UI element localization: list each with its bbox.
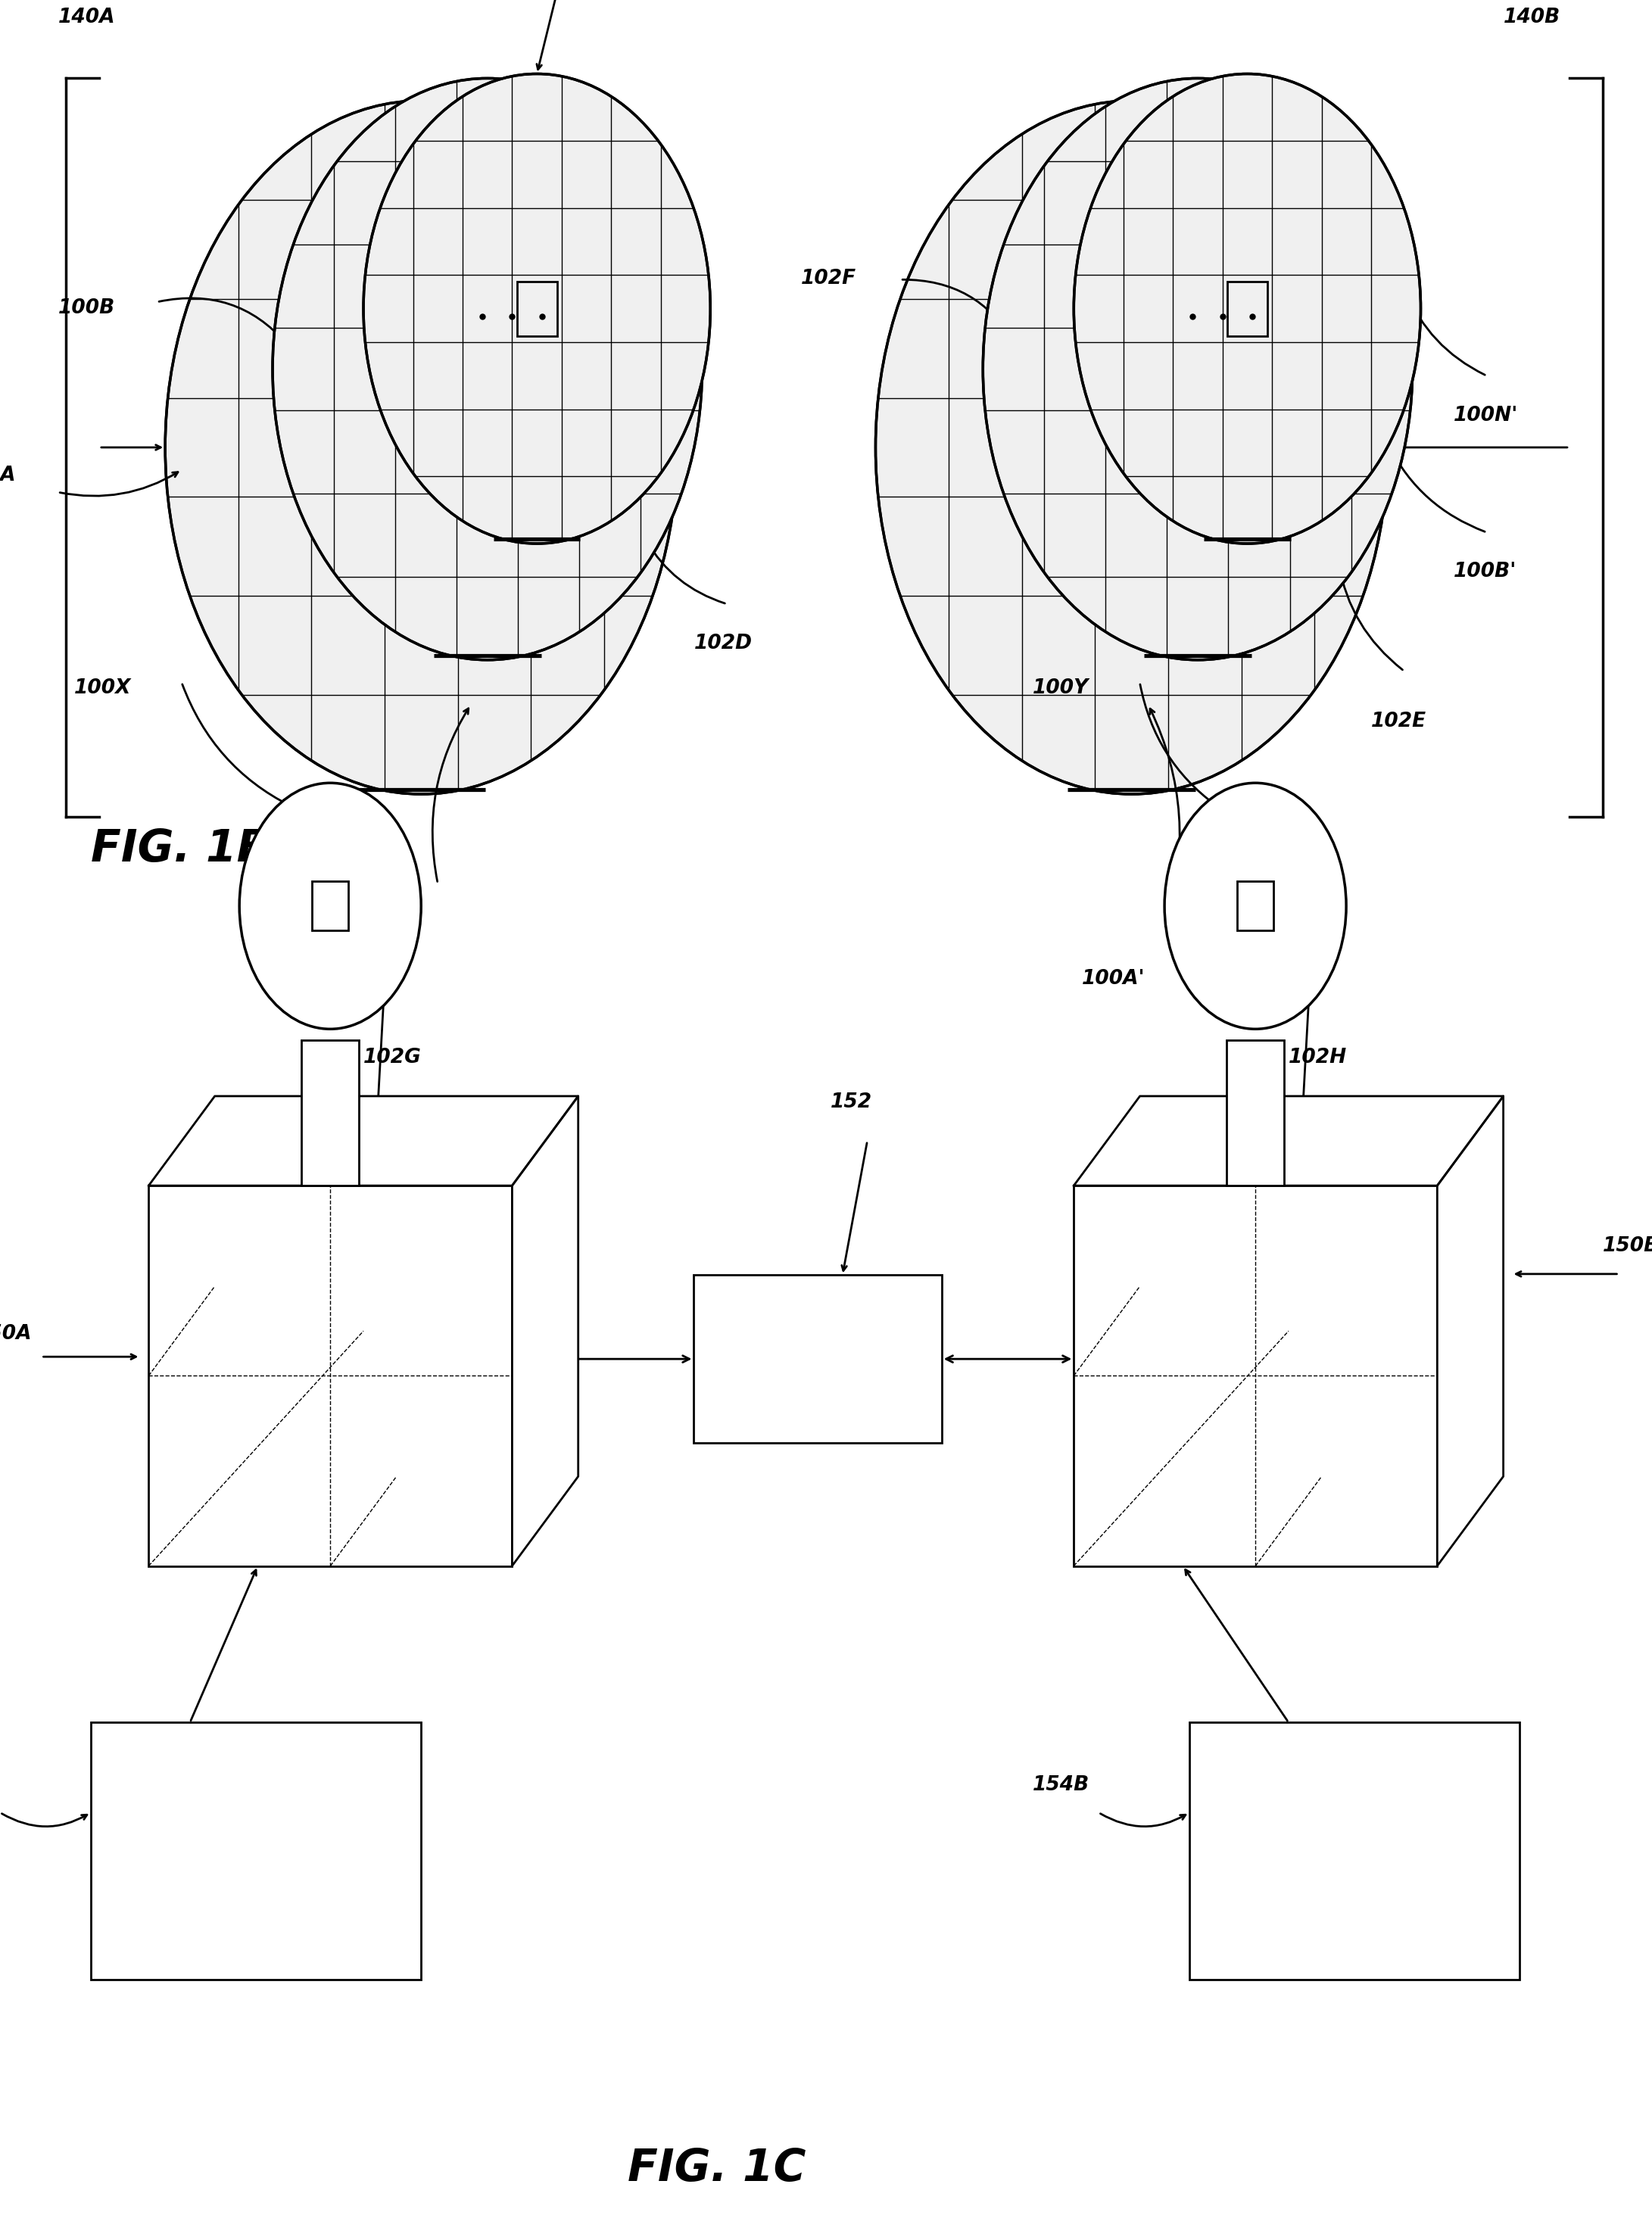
Text: 100X: 100X <box>74 678 132 698</box>
Polygon shape <box>1437 1096 1503 1566</box>
Circle shape <box>273 78 702 660</box>
Circle shape <box>1165 783 1346 1029</box>
Text: STD. CELL
LIBRARY: STD. CELL LIBRARY <box>203 1830 309 1872</box>
Text: 140A: 140A <box>58 7 116 27</box>
Text: 102F: 102F <box>801 268 857 289</box>
Text: 100A: 100A <box>0 465 17 485</box>
Circle shape <box>983 78 1412 660</box>
Bar <box>301 1040 358 1186</box>
Text: 152: 152 <box>829 1092 872 1112</box>
Bar <box>149 1186 512 1566</box>
Bar <box>1173 336 1222 403</box>
Bar <box>694 1275 942 1443</box>
Polygon shape <box>149 1096 578 1186</box>
Bar <box>517 282 557 336</box>
Text: 100B': 100B' <box>1454 561 1517 582</box>
Text: 100Y: 100Y <box>1032 678 1089 698</box>
Text: 102D: 102D <box>694 633 752 653</box>
Circle shape <box>876 101 1388 794</box>
Circle shape <box>240 783 421 1029</box>
Bar <box>1102 407 1161 488</box>
Text: 100N': 100N' <box>1454 405 1518 425</box>
Text: FIG. 1B: FIG. 1B <box>91 828 271 870</box>
Text: 150B: 150B <box>1602 1237 1652 1257</box>
Text: 102C: 102C <box>355 902 411 922</box>
Text: 102G: 102G <box>363 1047 421 1067</box>
Text: 154B: 154B <box>1032 1774 1089 1794</box>
Bar <box>91 1722 421 1980</box>
Bar <box>1227 282 1267 336</box>
Circle shape <box>363 74 710 544</box>
Bar <box>1074 1186 1437 1566</box>
Bar <box>1237 881 1274 931</box>
Polygon shape <box>512 1096 578 1566</box>
Bar <box>463 336 512 403</box>
Text: STD. CELL
LIBRARY: STD. CELL LIBRARY <box>1302 1830 1408 1872</box>
Circle shape <box>1074 74 1421 544</box>
Text: 100B: 100B <box>58 298 114 318</box>
Text: 102E: 102E <box>1371 711 1427 731</box>
Text: 102H: 102H <box>1289 1047 1346 1067</box>
Bar <box>312 881 349 931</box>
Text: NETLIST: NETLIST <box>770 1349 866 1369</box>
Bar <box>1226 1040 1284 1186</box>
Polygon shape <box>1074 1096 1503 1186</box>
Bar <box>1189 1722 1520 1980</box>
Text: 140B: 140B <box>1503 7 1559 27</box>
Text: 100A': 100A' <box>1082 969 1145 989</box>
Text: FIG. 1C: FIG. 1C <box>628 2148 806 2190</box>
Text: 150A: 150A <box>0 1324 33 1344</box>
Bar <box>392 407 451 488</box>
Circle shape <box>165 101 677 794</box>
